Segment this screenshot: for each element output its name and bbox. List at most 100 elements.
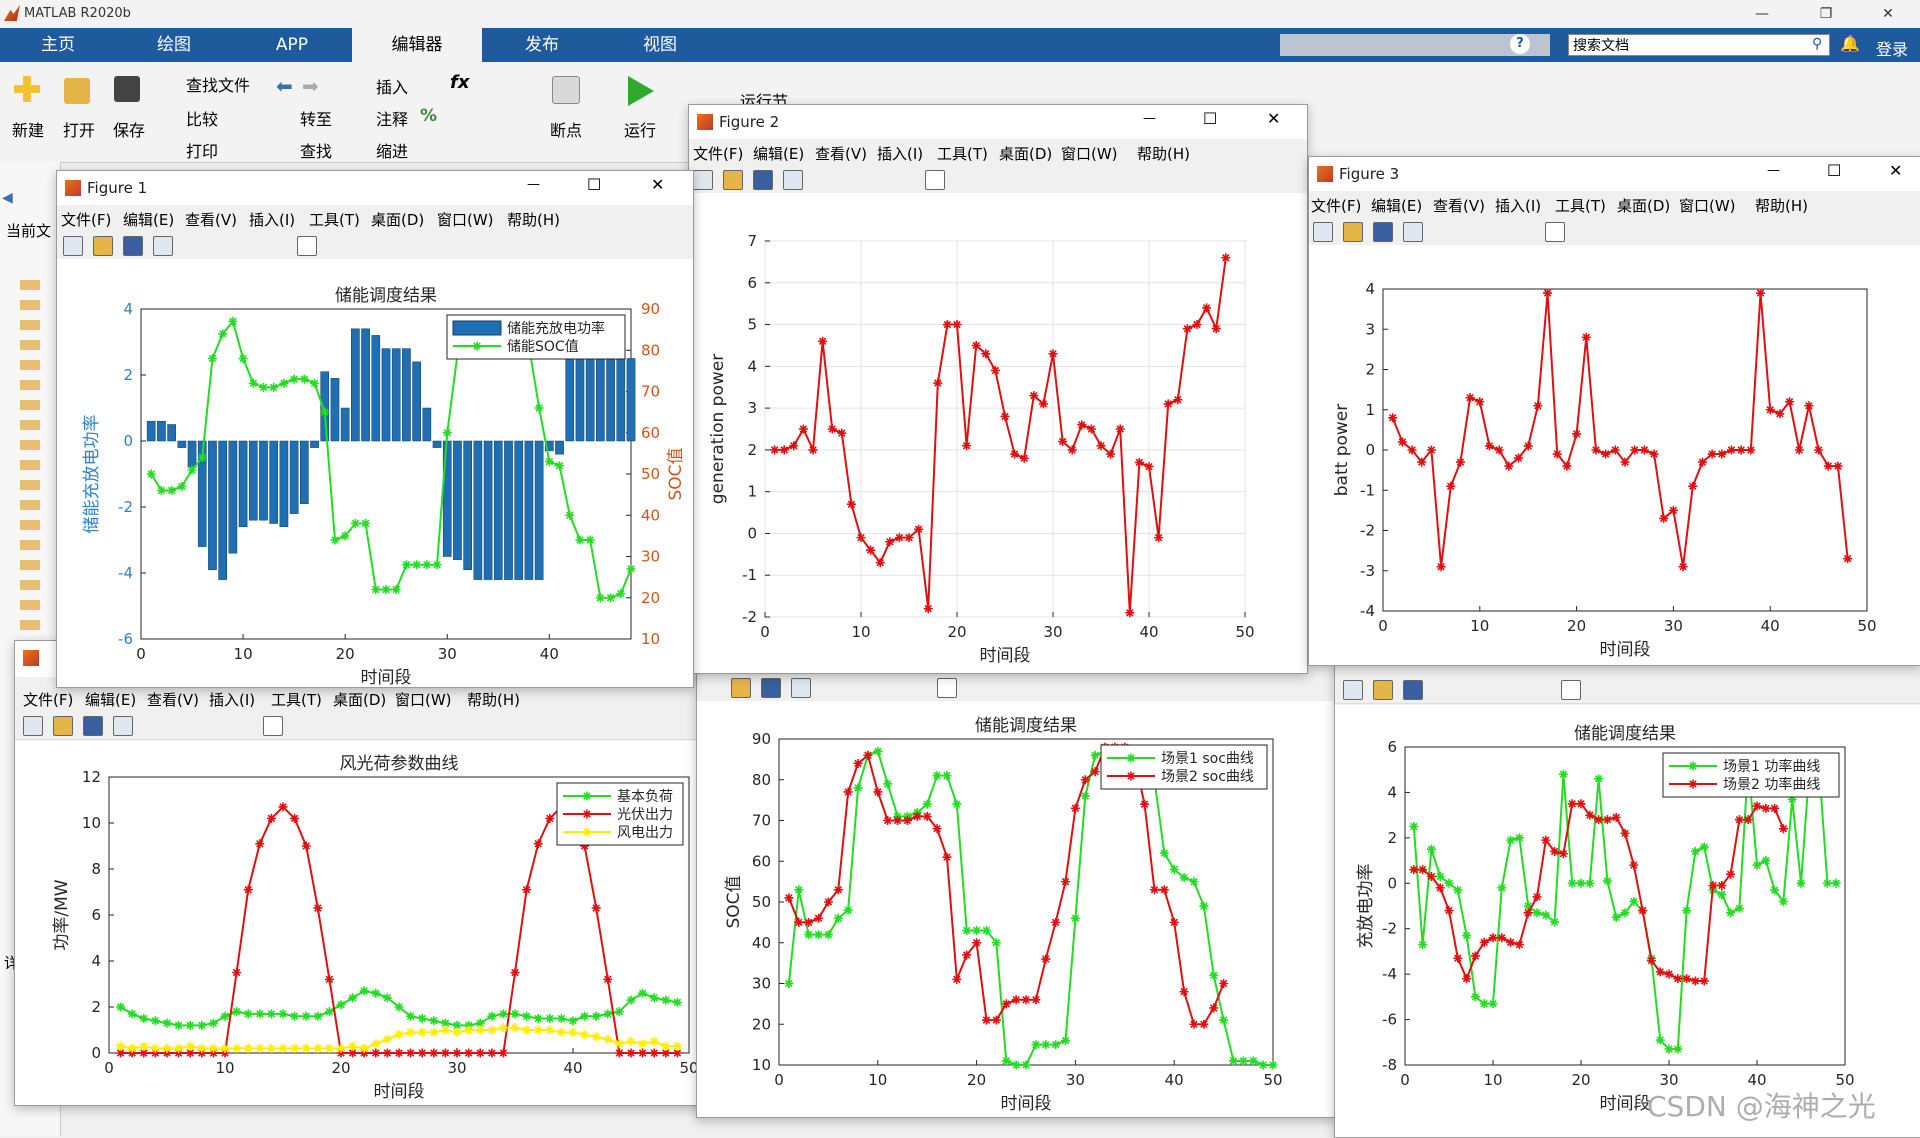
- menu-window[interactable]: 窗口(W): [1061, 145, 1118, 163]
- menu-desktop[interactable]: 桌面(D): [999, 145, 1053, 163]
- login-link[interactable]: 登录: [1876, 40, 1909, 59]
- help-icon[interactable]: ?: [1510, 34, 1530, 54]
- menu-edit[interactable]: 编辑(E): [123, 211, 175, 229]
- menu-file[interactable]: 文件(F): [61, 211, 112, 229]
- insert-button[interactable]: 插入: [376, 78, 409, 97]
- menu-desktop[interactable]: 桌面(D): [371, 211, 425, 229]
- new-button[interactable]: 新建: [12, 121, 45, 140]
- tab-publish[interactable]: 发布: [525, 35, 559, 55]
- figure-window-soc[interactable]: 0 10 20 30 40 50 10 20 30 40 50 60 70 80 90 储能调度结果 时间段 SO…: [696, 660, 1338, 1118]
- menu-help[interactable]: 帮助(H): [1755, 197, 1808, 215]
- open-figure-icon[interactable]: [1373, 680, 1393, 700]
- close-button[interactable]: ✕: [1882, 6, 1894, 22]
- print-figure-icon[interactable]: [1403, 222, 1423, 242]
- menu-edit[interactable]: 编辑(E): [85, 691, 137, 709]
- menu-insert[interactable]: 插入(I): [877, 145, 924, 163]
- open-figure-icon[interactable]: [723, 170, 743, 190]
- data-cursor-icon[interactable]: [925, 170, 945, 190]
- search-icon[interactable]: ⚲: [1812, 36, 1823, 52]
- menu-desktop[interactable]: 桌面(D): [1617, 197, 1671, 215]
- minimize-button[interactable]: —: [1755, 6, 1769, 22]
- run-button[interactable]: 运行: [624, 121, 657, 140]
- new-figure-icon[interactable]: [1313, 222, 1333, 242]
- menu-window[interactable]: 窗口(W): [437, 211, 494, 229]
- back-arrow-icon[interactable]: ⬅: [276, 74, 293, 98]
- find-files-button[interactable]: 查找文件: [186, 76, 251, 95]
- menu-view[interactable]: 查看(V): [815, 145, 867, 163]
- print-figure-icon[interactable]: [783, 170, 803, 190]
- open-figure-icon[interactable]: [1343, 222, 1363, 242]
- figure-window-2[interactable]: Figure 2 — ☐ ✕ 文件(F) 编辑(E) 查看(V) 插入(I) 工…: [688, 104, 1308, 674]
- save-figure-icon[interactable]: [123, 236, 143, 256]
- fx-icon[interactable]: fx: [450, 72, 470, 93]
- compare-button[interactable]: 比较: [186, 110, 219, 129]
- menu-view[interactable]: 查看(V): [1433, 197, 1485, 215]
- menu-tools[interactable]: 工具(T): [1555, 197, 1606, 215]
- new-figure-icon[interactable]: [63, 236, 83, 256]
- figure-window-power[interactable]: 0 10 20 30 40 50 -8 -6 -4 -2 0 2 4 6 储能调度结果 时间段 充放电功率 场景1…: [1334, 660, 1920, 1138]
- figure-close-button[interactable]: ✕: [1889, 161, 1903, 180]
- new-figure-icon[interactable]: [1343, 680, 1363, 700]
- menu-insert[interactable]: 插入(I): [249, 211, 296, 229]
- indent-button[interactable]: 缩进: [376, 142, 409, 161]
- menu-view[interactable]: 查看(V): [147, 691, 199, 709]
- figure-minimize-button[interactable]: —: [1143, 111, 1156, 126]
- tab-editor[interactable]: 编辑器: [352, 28, 482, 62]
- figure-minimize-button[interactable]: —: [1767, 163, 1780, 178]
- print-button[interactable]: 打印: [186, 142, 219, 161]
- open-figure-icon[interactable]: [53, 716, 73, 736]
- menu-window[interactable]: 窗口(W): [1679, 197, 1736, 215]
- figure-window-wind-solar-load[interactable]: 文件(F) 编辑(E) 查看(V) 插入(I) 工具(T) 桌面(D) 窗口(W…: [14, 640, 722, 1106]
- figure-maximize-button[interactable]: ☐: [1827, 161, 1842, 180]
- figure-close-button[interactable]: ✕: [1267, 109, 1281, 128]
- menu-edit[interactable]: 编辑(E): [753, 145, 805, 163]
- open-figure-icon[interactable]: [93, 236, 113, 256]
- figure-window-3[interactable]: Figure 3 — ☐ ✕ 文件(F) 编辑(E) 查看(V) 插入(I) 工…: [1308, 156, 1920, 666]
- menu-tools[interactable]: 工具(T): [309, 211, 360, 229]
- bell-icon[interactable]: 🔔: [1840, 34, 1860, 53]
- menu-insert[interactable]: 插入(I): [1495, 197, 1542, 215]
- menu-file[interactable]: 文件(F): [1311, 197, 1362, 215]
- tab-apps[interactable]: APP: [275, 35, 309, 55]
- figure-maximize-button[interactable]: ☐: [587, 175, 602, 194]
- menu-view[interactable]: 查看(V): [185, 211, 237, 229]
- save-button[interactable]: 保存: [113, 121, 146, 140]
- new-figure-icon[interactable]: [23, 716, 43, 736]
- forward-arrow-icon[interactable]: ➡: [302, 74, 319, 98]
- tab-plots[interactable]: 绘图: [157, 35, 191, 55]
- save-figure-icon[interactable]: [1403, 680, 1423, 700]
- menu-desktop[interactable]: 桌面(D): [333, 691, 387, 709]
- print-figure-icon[interactable]: [791, 678, 811, 698]
- comment-button[interactable]: 注释: [376, 110, 409, 129]
- menu-help[interactable]: 帮助(H): [467, 691, 520, 709]
- menu-insert[interactable]: 插入(I): [209, 691, 256, 709]
- menu-window[interactable]: 窗口(W): [395, 691, 452, 709]
- data-cursor-icon[interactable]: [297, 236, 317, 256]
- figure-maximize-button[interactable]: ☐: [1203, 109, 1218, 128]
- data-cursor-icon[interactable]: [1561, 680, 1581, 700]
- figure-close-button[interactable]: ✕: [651, 175, 665, 194]
- menu-edit[interactable]: 编辑(E): [1371, 197, 1423, 215]
- open-figure-icon[interactable]: [731, 678, 751, 698]
- data-cursor-icon[interactable]: [937, 678, 957, 698]
- panel-back-arrow-icon[interactable]: ◀: [2, 190, 13, 206]
- menu-help[interactable]: 帮助(H): [1137, 145, 1190, 163]
- tab-view[interactable]: 视图: [643, 35, 677, 55]
- data-cursor-icon[interactable]: [1545, 222, 1565, 242]
- menu-file[interactable]: 文件(F): [693, 145, 744, 163]
- restore-button[interactable]: ❐: [1819, 6, 1833, 22]
- search-documentation-input[interactable]: 搜索文档: [1568, 34, 1830, 56]
- open-button[interactable]: 打开: [63, 121, 96, 140]
- breakpoints-button[interactable]: 断点: [550, 121, 583, 140]
- save-figure-icon[interactable]: [1373, 222, 1393, 242]
- find-button[interactable]: 查找: [300, 142, 333, 161]
- save-figure-icon[interactable]: [83, 716, 103, 736]
- save-figure-icon[interactable]: [761, 678, 781, 698]
- menu-tools[interactable]: 工具(T): [271, 691, 322, 709]
- figure-minimize-button[interactable]: —: [527, 177, 540, 192]
- print-figure-icon[interactable]: [113, 716, 133, 736]
- print-figure-icon[interactable]: [153, 236, 173, 256]
- figure-window-1[interactable]: Figure 1 — ☐ ✕ 文件(F) 编辑(E) 查看(V) 插入(I) 工…: [56, 170, 694, 688]
- save-figure-icon[interactable]: [753, 170, 773, 190]
- tab-home[interactable]: 主页: [41, 35, 75, 55]
